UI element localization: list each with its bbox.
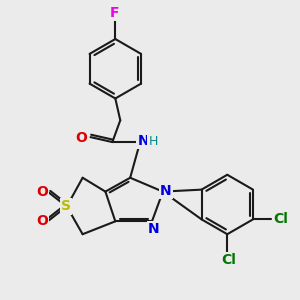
- Text: Cl: Cl: [273, 212, 288, 226]
- Text: N: N: [148, 222, 160, 236]
- Text: O: O: [36, 184, 48, 199]
- Text: S: S: [61, 200, 71, 214]
- Text: Cl: Cl: [221, 253, 236, 267]
- Text: N: N: [137, 134, 149, 148]
- Text: N: N: [160, 184, 172, 198]
- Text: F: F: [110, 6, 119, 20]
- Text: O: O: [76, 131, 88, 145]
- Text: O: O: [36, 214, 48, 228]
- Text: H: H: [148, 135, 158, 148]
